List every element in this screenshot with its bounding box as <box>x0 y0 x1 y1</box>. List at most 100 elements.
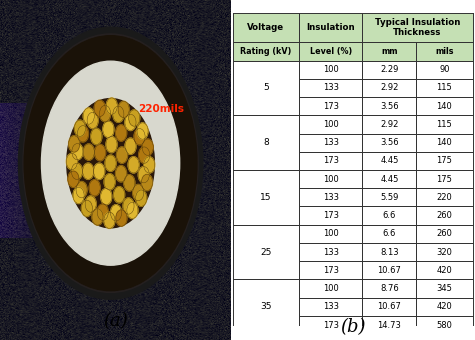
Circle shape <box>19 27 203 299</box>
Text: 133: 133 <box>323 83 339 92</box>
Circle shape <box>87 112 98 129</box>
Text: Voltage: Voltage <box>247 23 285 32</box>
Circle shape <box>81 200 93 217</box>
Bar <box>416 261 473 279</box>
Text: 4.45: 4.45 <box>380 175 399 184</box>
Circle shape <box>142 174 152 191</box>
Circle shape <box>24 36 197 291</box>
Text: 25: 25 <box>260 248 272 257</box>
Circle shape <box>83 108 95 124</box>
Bar <box>416 188 473 206</box>
Bar <box>233 61 299 115</box>
Text: 5.59: 5.59 <box>380 193 399 202</box>
Bar <box>362 225 416 243</box>
Circle shape <box>114 187 124 203</box>
Bar <box>416 97 473 115</box>
Text: 175: 175 <box>437 156 452 165</box>
Bar <box>362 42 416 61</box>
Text: mils: mils <box>435 47 454 56</box>
Circle shape <box>144 157 155 173</box>
Bar <box>362 206 416 225</box>
Text: 100: 100 <box>323 230 339 238</box>
Bar <box>362 97 416 115</box>
Bar <box>362 79 416 97</box>
Text: 133: 133 <box>323 248 339 257</box>
Text: 6.6: 6.6 <box>383 230 396 238</box>
Bar <box>416 279 473 298</box>
Circle shape <box>133 184 144 201</box>
Bar <box>416 170 473 188</box>
Bar <box>299 316 362 334</box>
Text: 35: 35 <box>260 302 272 311</box>
Bar <box>233 42 299 61</box>
Bar <box>416 61 473 79</box>
Text: Rating (kV): Rating (kV) <box>240 47 292 56</box>
Text: (b): (b) <box>340 318 365 336</box>
Circle shape <box>115 125 127 141</box>
Text: 140: 140 <box>437 138 452 147</box>
Circle shape <box>116 210 127 226</box>
Bar <box>233 13 299 42</box>
Circle shape <box>83 144 95 160</box>
Text: 15: 15 <box>260 193 272 202</box>
Bar <box>416 243 473 261</box>
Circle shape <box>123 198 134 214</box>
Text: Level (%): Level (%) <box>310 47 352 56</box>
Circle shape <box>94 163 104 180</box>
Circle shape <box>23 34 198 292</box>
Text: 100: 100 <box>323 175 339 184</box>
Bar <box>233 115 299 170</box>
Bar <box>362 61 416 79</box>
Bar <box>299 225 362 243</box>
Bar <box>362 188 416 206</box>
Bar <box>299 279 362 298</box>
Circle shape <box>106 136 117 153</box>
Circle shape <box>94 100 105 117</box>
Text: 6.6: 6.6 <box>383 211 396 220</box>
Text: 173: 173 <box>323 102 339 111</box>
Bar <box>362 298 416 316</box>
Circle shape <box>106 98 117 114</box>
Bar <box>416 152 473 170</box>
Bar <box>362 261 416 279</box>
Circle shape <box>134 129 145 145</box>
Text: 2.92: 2.92 <box>380 120 399 129</box>
Circle shape <box>137 123 148 139</box>
Bar <box>362 134 416 152</box>
Bar <box>233 225 299 279</box>
Bar <box>233 279 299 334</box>
Text: 2.29: 2.29 <box>380 65 399 74</box>
Text: mm: mm <box>381 47 398 56</box>
Circle shape <box>95 144 105 161</box>
Bar <box>362 316 416 334</box>
Text: 140: 140 <box>437 102 452 111</box>
Circle shape <box>92 209 103 225</box>
Bar <box>299 261 362 279</box>
Bar <box>299 152 362 170</box>
Bar <box>416 79 473 97</box>
Text: 8.76: 8.76 <box>380 284 399 293</box>
Circle shape <box>128 157 139 173</box>
Circle shape <box>127 202 138 219</box>
Bar <box>299 298 362 316</box>
Circle shape <box>138 167 149 183</box>
Circle shape <box>125 138 136 154</box>
Text: 260: 260 <box>437 230 452 238</box>
Bar <box>299 42 362 61</box>
Text: 133: 133 <box>323 193 339 202</box>
Circle shape <box>100 105 111 122</box>
Bar <box>362 243 416 261</box>
Circle shape <box>83 163 94 180</box>
Bar <box>416 298 473 316</box>
Text: 345: 345 <box>437 284 452 293</box>
Text: 3.56: 3.56 <box>380 138 399 147</box>
Circle shape <box>41 61 180 265</box>
Bar <box>362 279 416 298</box>
Circle shape <box>104 212 115 228</box>
Circle shape <box>105 155 116 171</box>
Circle shape <box>101 188 112 205</box>
Text: 173: 173 <box>323 156 339 165</box>
Circle shape <box>111 205 122 221</box>
Bar <box>299 188 362 206</box>
Text: 220: 220 <box>437 193 452 202</box>
